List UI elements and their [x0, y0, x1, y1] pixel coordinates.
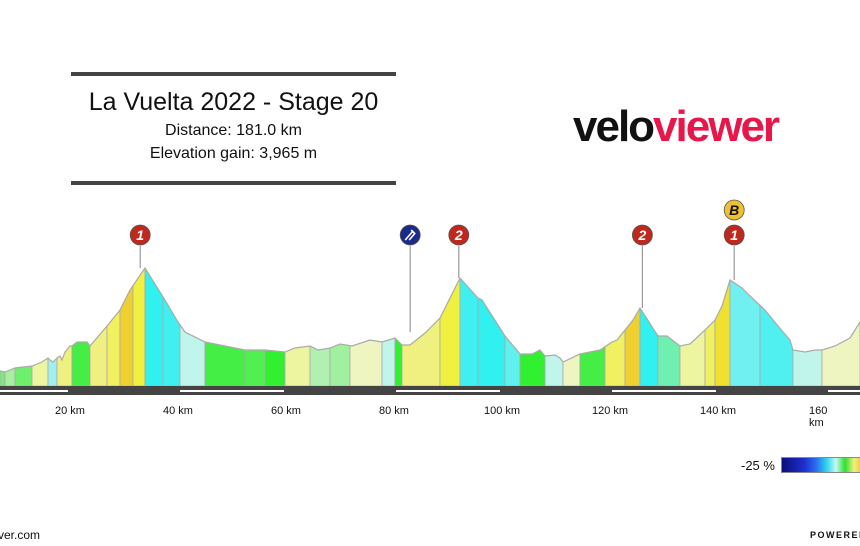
x-tick-label: 140 km	[699, 405, 737, 417]
footer-powered: POWERED	[810, 530, 860, 540]
marker-label: B	[729, 202, 739, 218]
x-tick-label: 60 km	[271, 405, 301, 417]
x-tick-label: 120 km	[591, 405, 629, 417]
gradient-segment	[179, 268, 206, 386]
x-tick-label: 100 km	[483, 405, 521, 417]
x-tick-label: 80 km	[379, 405, 409, 417]
gradient-segment	[4, 268, 16, 386]
distance-bar-stripe	[612, 390, 716, 392]
distance-bar-stripe	[828, 390, 860, 392]
gradient-segment	[106, 268, 121, 386]
gradient-segment	[71, 268, 91, 386]
gradient-segment	[119, 268, 134, 386]
marker-label: 2	[454, 227, 463, 243]
gradient-segment	[204, 268, 246, 386]
stage-title: La Vuelta 2022 - Stage 20	[88, 88, 379, 116]
gradient-segment	[821, 268, 860, 386]
distance-bar-stripe	[180, 390, 284, 392]
veloviewer-logo: veloviewer	[573, 102, 780, 152]
logo-part-velo: velo	[573, 102, 655, 151]
gradient-segment	[394, 268, 403, 386]
gradient-segment	[477, 268, 506, 386]
gradient-segment	[519, 268, 546, 386]
gradient-segment	[579, 268, 606, 386]
gradient-segment	[284, 268, 311, 386]
climb-category-badge[interactable]	[632, 224, 653, 246]
title-rule-bottom	[71, 181, 396, 185]
gradient-segment	[89, 268, 108, 386]
gradient-segment	[679, 268, 706, 386]
x-tick-label: 20 km	[55, 405, 85, 417]
gradient-segment	[56, 268, 73, 386]
gradient-segment	[47, 268, 58, 386]
fork-knife-icon	[404, 229, 416, 241]
marker-label: 2	[638, 227, 647, 243]
logo-part-viewer: viewer	[653, 102, 780, 151]
gradient-segment	[657, 268, 681, 386]
x-tick-label: 160 km	[809, 405, 828, 429]
gradient-segment	[759, 268, 794, 386]
footer-site[interactable]: ver.com	[0, 528, 41, 542]
gradient-segment	[264, 268, 286, 386]
gradient-segment	[244, 268, 266, 386]
climb-category-badge[interactable]	[129, 224, 151, 246]
gradient-segment	[792, 268, 823, 386]
gradient-segment	[14, 268, 33, 386]
gradient-segment	[0, 268, 6, 386]
bonus-sprint-badge[interactable]	[723, 199, 745, 221]
distance-bar-stripe	[396, 390, 500, 392]
title-rule-top	[71, 72, 396, 76]
gradient-segment	[381, 268, 396, 386]
gradient-segment	[329, 268, 351, 386]
distance-bar-stripe	[0, 390, 68, 392]
distance-label: Distance: 181.0 km	[165, 122, 302, 139]
gradient-segment	[162, 268, 181, 386]
climb-category-badge[interactable]	[448, 224, 470, 246]
gradient-segment	[604, 268, 626, 386]
profile-outline	[0, 266, 860, 373]
gradient-segment	[31, 268, 49, 386]
elevation-profile-chart: 1 2 2 1 B	[0, 199, 860, 395]
climb-category-badge[interactable]	[723, 224, 745, 246]
marker-label: 1	[136, 227, 144, 243]
gradient-legend-bar	[781, 457, 860, 473]
elevation-gain-label: Elevation gain: 3,965 m	[149, 145, 318, 162]
gradient-segment	[504, 268, 521, 386]
gradient-segment	[349, 268, 383, 386]
gradient-segment	[309, 268, 331, 386]
marker-label: 1	[730, 227, 738, 243]
gradient-segment	[704, 268, 716, 386]
legend-min-label: -25 %	[741, 458, 775, 473]
x-tick-label: 40 km	[163, 405, 193, 417]
